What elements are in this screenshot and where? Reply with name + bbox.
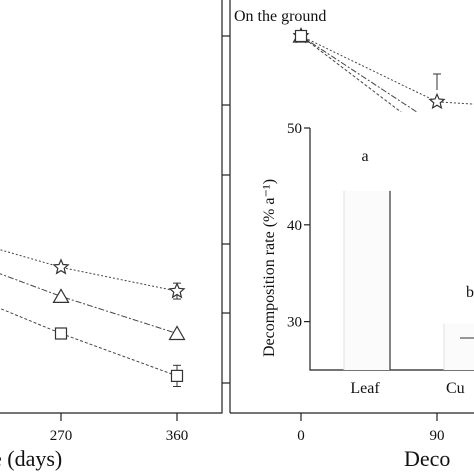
significance-letter: b bbox=[466, 284, 474, 301]
left-series-line-star bbox=[0, 249, 178, 292]
inset-axes bbox=[309, 128, 474, 371]
right-panel: 0 90 On the ground Deco bbox=[222, 0, 474, 471]
inset-bar-chart: 30 40 50 Decomposition rate (% a⁻¹) a Leaf b… bbox=[252, 112, 474, 408]
inset-bar bbox=[444, 323, 474, 370]
left-x-tick-label: 360 bbox=[166, 428, 189, 444]
left-point-square bbox=[170, 369, 184, 382]
left-series-line-square bbox=[0, 307, 178, 377]
left-series bbox=[0, 249, 186, 387]
right-x-ticks: 0 90 bbox=[297, 413, 445, 444]
left-point-star bbox=[168, 282, 186, 299]
inset-y-axis-label: Decomposition rate (% a⁻¹) bbox=[261, 179, 278, 357]
on-the-ground-annotation: On the ground bbox=[234, 8, 326, 25]
left-x-tick-label: 270 bbox=[50, 428, 73, 444]
right-point-square bbox=[294, 29, 308, 43]
inset-bar bbox=[344, 190, 390, 370]
left-point-square bbox=[54, 327, 68, 340]
left-x-axis-label: e (days) bbox=[0, 446, 62, 471]
inset-y-ticks: 30 40 50 bbox=[287, 121, 310, 331]
right-point-star bbox=[428, 92, 446, 110]
right-x-tick-label: 0 bbox=[297, 428, 305, 444]
inset-bars: a Leaf b Cu bbox=[343, 148, 474, 397]
left-x-ticks: 270 360 bbox=[50, 413, 189, 444]
right-x-axis-label: Deco bbox=[404, 446, 450, 471]
inset-category-label: Leaf bbox=[350, 380, 380, 397]
left-axes-frame bbox=[0, 0, 223, 414]
right-series-line-star bbox=[300, 35, 474, 105]
significance-letter: a bbox=[361, 148, 368, 165]
inset-y-tick-label: 50 bbox=[287, 121, 302, 137]
left-point-star bbox=[52, 258, 70, 275]
left-panel: 270 360 e (days) bbox=[0, 0, 223, 471]
inset-category-label: Cu bbox=[446, 380, 465, 397]
left-series-line-triangle bbox=[0, 273, 178, 334]
inset-y-tick-label: 30 bbox=[287, 315, 302, 331]
left-point-triangle bbox=[52, 288, 70, 303]
inset-y-tick-label: 40 bbox=[287, 218, 302, 234]
right-y-ticks bbox=[222, 35, 230, 384]
right-x-tick-label: 90 bbox=[430, 428, 445, 444]
left-point-triangle bbox=[168, 325, 186, 341]
